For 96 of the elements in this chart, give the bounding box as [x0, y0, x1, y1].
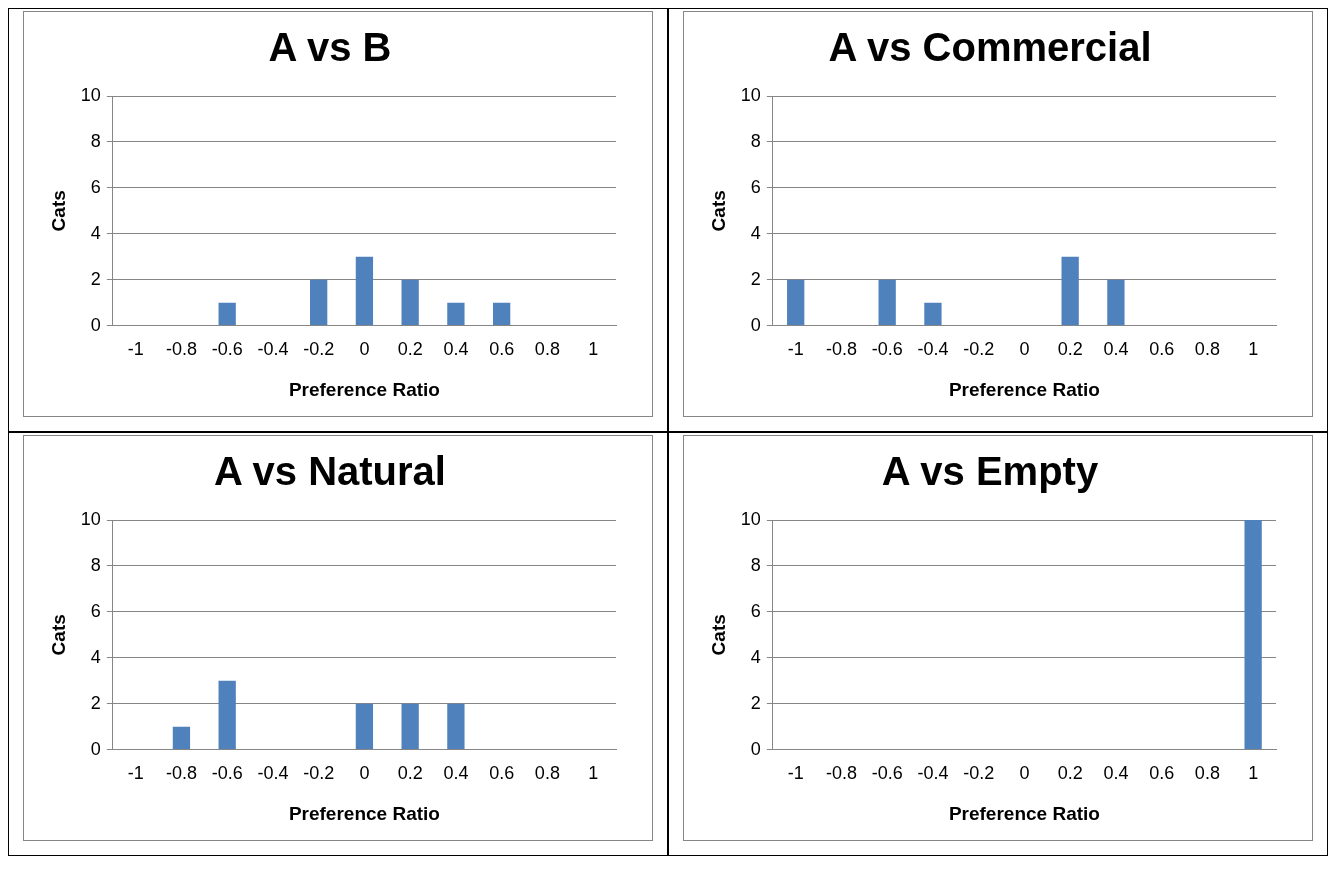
x-tick-label: -0.4 — [257, 763, 289, 784]
x-tick-label: -0.8 — [165, 763, 197, 784]
x-tick-label: 0.2 — [397, 339, 423, 360]
x-tick-label: -0.6 — [211, 339, 243, 360]
y-tick-label: 10 — [740, 508, 761, 529]
x-tick-label: 0 — [359, 339, 370, 360]
y-tick-label: 10 — [740, 84, 761, 105]
chart-title: A vs Empty — [881, 449, 1099, 494]
y-axis-title: Cats — [707, 190, 729, 232]
x-tick-label: 0.8 — [534, 763, 560, 784]
y-tick-label: 2 — [90, 692, 101, 713]
chart-title: A vs Commercial — [828, 25, 1152, 70]
y-axis-title: Cats — [707, 614, 729, 656]
x-axis-title: Preference Ratio — [288, 802, 440, 824]
bar — [401, 703, 419, 750]
x-tick-label: -0.4 — [917, 339, 949, 360]
x-tick-label: 0.6 — [1149, 339, 1175, 360]
x-tick-label: 1 — [1248, 339, 1259, 360]
y-tick-label: 0 — [90, 738, 101, 759]
x-tick-label: -0.2 — [963, 339, 995, 360]
x-tick-label: -0.4 — [917, 763, 949, 784]
x-tick-label: 0.2 — [397, 763, 423, 784]
y-tick-label: 8 — [90, 130, 101, 151]
bar — [1107, 279, 1125, 326]
x-tick-label: 0.4 — [443, 339, 469, 360]
bar — [447, 703, 465, 750]
y-tick-label: 0 — [750, 738, 761, 759]
y-tick-label: 10 — [80, 508, 101, 529]
y-tick-label: 10 — [80, 84, 101, 105]
chart-title: A vs B — [268, 25, 392, 70]
bar — [447, 302, 465, 326]
bar — [924, 302, 942, 326]
x-tick-label: 0.4 — [1103, 339, 1129, 360]
x-tick-label: -0.2 — [303, 339, 335, 360]
x-tick-label: 0.6 — [489, 339, 515, 360]
x-axis-title: Preference Ratio — [948, 802, 1100, 824]
x-tick-label: 0.6 — [1149, 763, 1175, 784]
x-tick-label: 0.4 — [443, 763, 469, 784]
bar — [401, 279, 419, 326]
x-tick-label: 0 — [359, 763, 370, 784]
y-tick-label: 4 — [750, 222, 761, 243]
y-tick-label: 6 — [750, 600, 761, 621]
y-tick-label: 6 — [750, 176, 761, 197]
x-tick-label: -0.6 — [211, 763, 243, 784]
y-tick-label: 2 — [750, 268, 761, 289]
y-tick-label: 0 — [90, 314, 101, 335]
x-tick-label: 1 — [588, 763, 599, 784]
bar — [172, 726, 191, 750]
y-axis-title: Cats — [47, 614, 69, 656]
bar — [493, 302, 511, 326]
y-tick-label: 4 — [750, 646, 761, 667]
y-tick-label: 8 — [750, 554, 761, 575]
y-tick-label: 2 — [90, 268, 101, 289]
chart-title: A vs Natural — [214, 449, 446, 494]
y-tick-label: 6 — [90, 176, 101, 197]
x-tick-label: 0.4 — [1103, 763, 1129, 784]
bar — [355, 256, 374, 326]
y-tick-label: 8 — [750, 130, 761, 151]
x-axis-title: Preference Ratio — [948, 378, 1100, 400]
x-tick-label: 0.2 — [1057, 339, 1083, 360]
x-tick-label: -1 — [787, 339, 804, 360]
x-tick-label: 0.6 — [489, 763, 515, 784]
x-tick-label: -0.2 — [963, 763, 995, 784]
x-tick-label: -0.4 — [257, 339, 289, 360]
x-tick-label: -0.6 — [871, 763, 903, 784]
bar — [218, 680, 236, 750]
x-tick-label: 0 — [1019, 339, 1030, 360]
x-tick-label: 0.8 — [1194, 763, 1220, 784]
y-tick-label: 4 — [90, 646, 101, 667]
x-tick-label: -1 — [127, 339, 144, 360]
x-tick-label: -0.6 — [871, 339, 903, 360]
y-tick-label: 4 — [90, 222, 101, 243]
x-tick-label: 0.8 — [1194, 339, 1220, 360]
bar — [878, 279, 896, 326]
x-tick-label: -1 — [127, 763, 144, 784]
x-tick-label: 0.8 — [534, 339, 560, 360]
x-tick-label: -1 — [787, 763, 804, 784]
x-tick-label: -0.8 — [825, 763, 857, 784]
x-tick-label: -0.2 — [303, 763, 335, 784]
bar — [1061, 256, 1079, 326]
y-tick-label: 8 — [90, 554, 101, 575]
bar — [355, 703, 374, 750]
bar — [310, 279, 328, 326]
x-tick-label: 0.2 — [1057, 763, 1083, 784]
y-tick-label: 2 — [750, 692, 761, 713]
x-tick-label: -0.8 — [165, 339, 197, 360]
x-tick-label: 0 — [1019, 763, 1030, 784]
bar — [787, 279, 805, 326]
bar — [218, 302, 236, 326]
y-tick-label: 6 — [90, 600, 101, 621]
x-axis-title: Preference Ratio — [288, 378, 440, 400]
x-tick-label: 1 — [588, 339, 599, 360]
y-axis-title: Cats — [47, 190, 69, 232]
y-tick-label: 0 — [750, 314, 761, 335]
x-tick-label: -0.8 — [825, 339, 857, 360]
x-tick-label: 1 — [1248, 763, 1259, 784]
